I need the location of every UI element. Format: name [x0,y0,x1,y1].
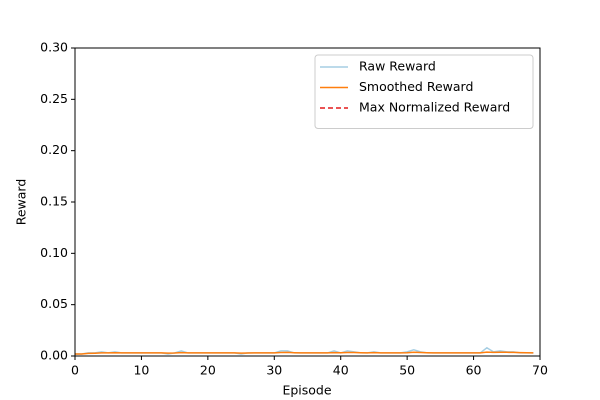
y-tick-label: 0.10 [40,245,68,260]
y-tick-label: 0.00 [40,348,68,363]
x-tick-label: 30 [266,363,282,378]
x-tick-label: 50 [399,363,415,378]
y-tick-label: 0.05 [40,296,68,311]
x-tick-label: 10 [133,363,149,378]
y-tick-label: 0.25 [40,91,68,106]
legend-label: Max Normalized Reward [359,100,510,115]
y-axis-label: Reward [14,179,29,226]
legend-box [314,54,534,129]
plot-frame [74,47,541,357]
x-axis-label: Episode [282,383,331,398]
y-tick-label: 0.20 [40,142,68,157]
x-tick-label: 20 [200,363,216,378]
x-tick-label: 70 [532,363,548,378]
x-tick-label: 0 [71,363,79,378]
legend-label: Raw Reward [359,59,436,74]
x-tick-label: 60 [466,363,482,378]
series-line [75,351,534,355]
legend-label: Smoothed Reward [359,79,473,94]
y-tick-label: 0.15 [40,194,68,209]
x-tick-label: 40 [333,363,349,378]
y-tick-label: 0.30 [40,40,68,55]
